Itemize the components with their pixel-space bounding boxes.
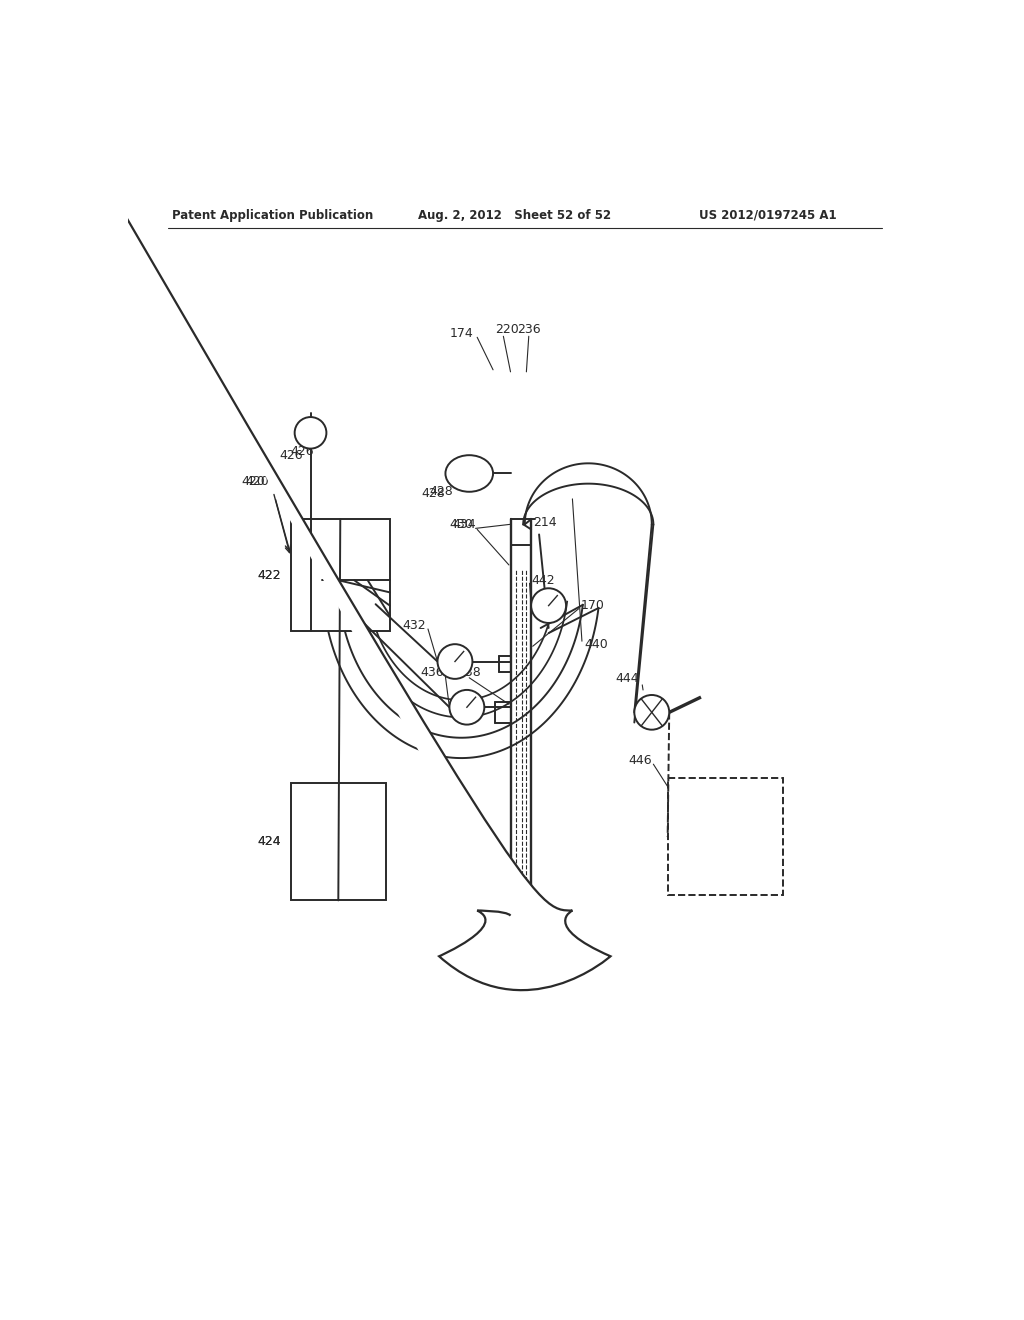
Text: 442: 442 — [531, 574, 555, 586]
Text: 420: 420 — [242, 475, 265, 488]
Text: 436: 436 — [420, 667, 443, 680]
Text: 432: 432 — [402, 619, 426, 632]
Text: 426: 426 — [279, 449, 302, 462]
Text: US 2012/0197245 A1: US 2012/0197245 A1 — [699, 209, 837, 222]
Text: 446: 446 — [628, 754, 652, 767]
Ellipse shape — [437, 644, 472, 678]
Text: 174: 174 — [450, 327, 473, 339]
Text: 440: 440 — [585, 638, 608, 651]
Text: 430: 430 — [450, 517, 473, 531]
Text: 434: 434 — [452, 517, 475, 531]
Text: 428: 428 — [422, 487, 445, 500]
Text: 420: 420 — [246, 475, 269, 488]
Text: 422: 422 — [258, 569, 282, 582]
Text: 424: 424 — [258, 836, 282, 849]
Text: 422: 422 — [258, 569, 282, 582]
Ellipse shape — [450, 690, 484, 725]
Ellipse shape — [531, 589, 566, 623]
Text: 214: 214 — [532, 516, 556, 529]
PathPatch shape — [0, 911, 610, 1320]
Text: 428: 428 — [430, 486, 454, 498]
Text: 236: 236 — [517, 322, 541, 335]
Text: 424: 424 — [258, 836, 282, 849]
Bar — [291, 519, 390, 631]
Text: 220: 220 — [496, 322, 519, 335]
Ellipse shape — [295, 417, 327, 449]
Text: Patent Application Publication: Patent Application Publication — [172, 209, 373, 222]
Text: Aug. 2, 2012   Sheet 52 of 52: Aug. 2, 2012 Sheet 52 of 52 — [418, 209, 610, 222]
Text: 444: 444 — [615, 672, 639, 685]
Text: 170: 170 — [581, 599, 604, 612]
Text: FIG. 77: FIG. 77 — [684, 779, 767, 799]
Bar — [668, 779, 782, 895]
Text: 438: 438 — [458, 667, 481, 680]
Bar — [291, 784, 386, 900]
Ellipse shape — [634, 696, 670, 730]
Text: 426: 426 — [291, 445, 314, 458]
Ellipse shape — [445, 455, 494, 492]
